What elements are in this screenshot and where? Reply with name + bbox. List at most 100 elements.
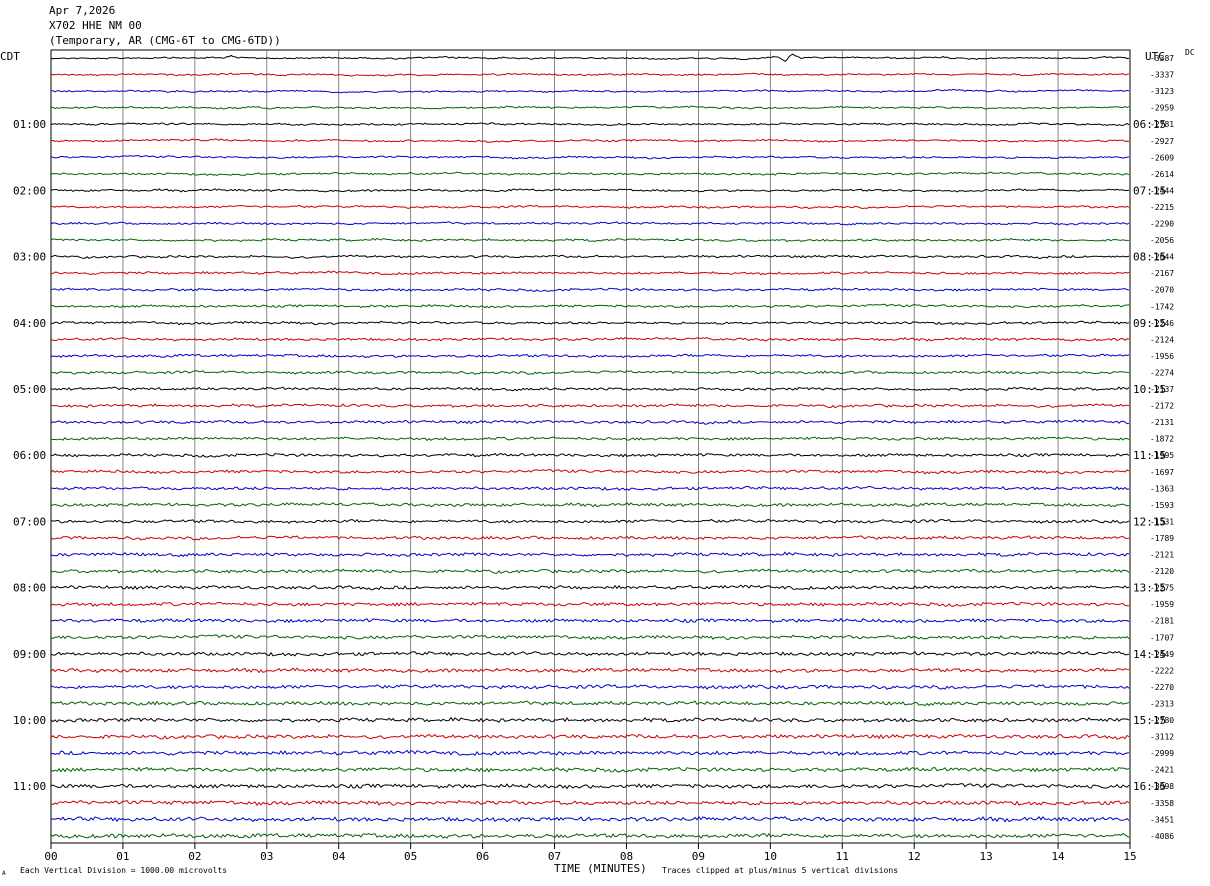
dc-offset-label: -2313 <box>1150 699 1174 708</box>
x-tick-label: 15 <box>1123 850 1136 863</box>
trace-line <box>50 584 1130 591</box>
trace-line <box>50 370 1130 375</box>
date-label: Apr 7,2026 <box>49 4 116 17</box>
x-tick-label: 14 <box>1051 850 1065 863</box>
station-label: X702 HHE NM 00 <box>49 19 142 32</box>
trace-line <box>50 452 1130 458</box>
left-time-label: 01:00 <box>13 118 46 131</box>
trace-line <box>50 733 1130 740</box>
left-time-label: 09:00 <box>13 648 46 661</box>
dc-offset-label: -2124 <box>1150 335 1174 344</box>
trace-line <box>50 766 1130 773</box>
corner-mark: A <box>2 870 6 877</box>
network-label: (Temporary, AR (CMG-6T to CMG-6TD)) <box>49 34 281 47</box>
dc-offset-label: -2181 <box>1150 617 1174 626</box>
right-time-label: 07:15 <box>1133 184 1166 197</box>
left-time-label: 05:00 <box>13 383 46 396</box>
trace-line <box>50 138 1130 143</box>
trace-line <box>50 502 1130 508</box>
dc-offset-label: -3337 <box>1150 71 1174 80</box>
trace-line <box>50 386 1130 392</box>
trace-line <box>50 436 1130 442</box>
trace-line <box>50 601 1130 607</box>
dc-offset-label: -2274 <box>1150 368 1174 377</box>
trace-line <box>50 204 1130 210</box>
x-tick-label: 06 <box>476 850 489 863</box>
left-time-label: 02:00 <box>13 184 46 197</box>
trace-line <box>50 650 1130 657</box>
dc-offset-label: -2290 <box>1150 220 1174 229</box>
right-time-label: 13:15 <box>1133 582 1166 595</box>
trace-line <box>50 270 1130 276</box>
left-time-label: 08:00 <box>13 582 46 595</box>
right-time-label: 12:15 <box>1133 515 1166 528</box>
trace-line <box>50 105 1130 110</box>
dc-offset-label: -2137 <box>1150 385 1174 394</box>
dc-offset-label: -1363 <box>1150 484 1174 493</box>
right-time-label: 15:15 <box>1133 714 1166 727</box>
trace-line <box>50 237 1129 243</box>
dc-offset-label: -1956 <box>1150 352 1174 361</box>
dc-offset-label: -3098 <box>1150 782 1174 791</box>
trace-line <box>50 353 1130 359</box>
dc-offset-label: -1995 <box>1150 451 1174 460</box>
plot-frame <box>50 49 1131 844</box>
left-time-label: 11:00 <box>13 780 46 793</box>
trace-line <box>50 336 1130 342</box>
dc-offset-label: -4086 <box>1150 832 1174 841</box>
dc-offset-label: -3123 <box>1150 87 1174 96</box>
x-tick-label: 05 <box>404 850 417 863</box>
dc-offset-label: -2421 <box>1150 766 1174 775</box>
trace-line <box>50 634 1130 641</box>
trace-line <box>50 485 1130 491</box>
dc-offset-label: -2927 <box>1150 137 1174 146</box>
dc-offset-label: -1789 <box>1150 534 1174 543</box>
dc-offset-label: -2222 <box>1150 666 1174 675</box>
trace-line <box>50 221 1130 226</box>
dc-offset-label: -2959 <box>1150 104 1174 113</box>
trace-line <box>50 684 1130 690</box>
trace-line <box>50 799 1130 807</box>
x-tick-label: 08 <box>620 850 633 863</box>
trace-line <box>50 783 1130 790</box>
left-time-label: 04:00 <box>13 317 46 330</box>
trace-line <box>50 419 1129 425</box>
x-tick-label: 12 <box>908 850 921 863</box>
trace-line <box>50 551 1130 558</box>
x-axis-title: TIME (MINUTES) <box>554 862 647 875</box>
dc-offset-label: -3387 <box>1150 54 1174 63</box>
dc-offset-label: -2781 <box>1150 120 1174 129</box>
trace-line <box>50 254 1130 260</box>
trace-line <box>50 617 1130 624</box>
dc-offset-label: -2070 <box>1150 286 1174 295</box>
clip-note: Traces clipped at plus/minus 5 vertical … <box>662 866 899 875</box>
trace-line <box>50 749 1130 757</box>
dc-offset-label: -2172 <box>1150 402 1174 411</box>
dc-offset-label: -2044 <box>1150 253 1174 262</box>
trace-line <box>50 320 1130 326</box>
dc-offset-label: -1742 <box>1150 302 1174 311</box>
dc-offset-label: -2614 <box>1150 170 1174 179</box>
x-tick-label: 09 <box>692 850 705 863</box>
dc-offset-label: -2449 <box>1150 650 1174 659</box>
trace-line <box>50 535 1130 541</box>
left-timezone-label: CDT <box>0 50 20 63</box>
right-time-label: 10:15 <box>1133 383 1166 396</box>
x-tick-label: 00 <box>44 850 57 863</box>
dc-offset-label: -3358 <box>1150 799 1174 808</box>
dc-offset-label: -2999 <box>1150 749 1174 758</box>
scale-note: Each Vertical Division = 1000.00 microvo… <box>20 866 228 875</box>
trace-line <box>50 122 1130 127</box>
trace-line <box>50 832 1130 839</box>
dc-offset-label: -2275 <box>1150 584 1174 593</box>
right-timezone-label: UTC <box>1145 50 1165 63</box>
dc-offset-label: -2270 <box>1150 683 1174 692</box>
trace-line <box>50 469 1130 475</box>
dc-offset-label: -2215 <box>1150 203 1174 212</box>
dc-offset-label: -2609 <box>1150 153 1174 162</box>
trace-line <box>50 403 1130 409</box>
x-tick-label: 01 <box>116 850 129 863</box>
dc-offset-label: -2131 <box>1150 418 1174 427</box>
dc-offset-label: -1872 <box>1150 435 1174 444</box>
